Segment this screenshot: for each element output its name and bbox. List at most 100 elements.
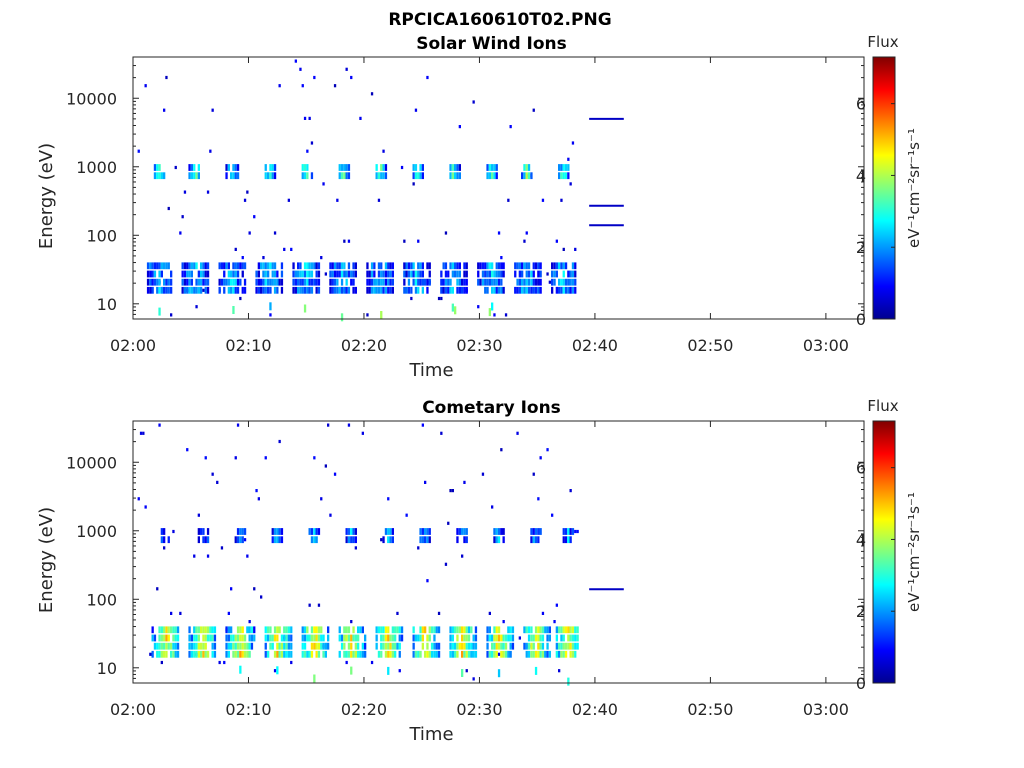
flux-cell bbox=[500, 634, 503, 642]
flux-cell bbox=[163, 172, 166, 180]
flux-cell bbox=[421, 278, 424, 286]
flux-cell bbox=[246, 650, 249, 658]
flux-cell bbox=[451, 634, 454, 642]
colorbar-tick-label: 6 bbox=[856, 95, 866, 114]
flux-cell bbox=[202, 288, 205, 292]
flux-cell bbox=[465, 286, 468, 294]
flux-cell bbox=[486, 278, 489, 286]
flux-cell bbox=[532, 262, 535, 270]
flux-cell bbox=[449, 286, 452, 294]
flux-cell bbox=[488, 650, 491, 658]
flux-cell bbox=[206, 626, 210, 634]
flux-cell bbox=[158, 650, 161, 658]
flux-cell bbox=[384, 270, 388, 278]
flux-cell bbox=[523, 239, 526, 243]
flux-cell bbox=[260, 595, 263, 599]
flux-cell bbox=[564, 650, 568, 658]
flux-cell bbox=[158, 172, 161, 180]
flux-cell bbox=[186, 278, 189, 286]
flux-cell bbox=[167, 626, 170, 634]
panels: Solar Wind Ions 02:00 02:10 02:20 02:30 02:40… bbox=[36, 33, 923, 745]
flux-cell bbox=[170, 270, 173, 278]
flux-cell bbox=[239, 528, 242, 535]
flux-cell bbox=[555, 603, 558, 607]
spectrogram-cells bbox=[137, 59, 624, 322]
flux-cell bbox=[437, 626, 441, 634]
flux-cell bbox=[456, 278, 459, 286]
flux-cell bbox=[500, 278, 503, 286]
flux-cell bbox=[283, 247, 286, 251]
flux-cell bbox=[567, 642, 570, 650]
flux-cell bbox=[239, 665, 242, 674]
flux-cell bbox=[479, 278, 482, 286]
flux-cell bbox=[310, 536, 314, 544]
flux-cell bbox=[534, 536, 538, 544]
flux-cell bbox=[306, 172, 309, 180]
flux-cell bbox=[421, 164, 424, 171]
flux-cell bbox=[382, 286, 385, 294]
flux-cell bbox=[419, 634, 422, 642]
flux-cell bbox=[163, 286, 166, 294]
flux-cell bbox=[257, 270, 260, 278]
flux-cell bbox=[204, 650, 207, 658]
flux-cell bbox=[500, 448, 503, 452]
flux-cell bbox=[206, 270, 210, 278]
flux-cell bbox=[190, 278, 193, 286]
flux-cell bbox=[308, 650, 311, 658]
flux-cell bbox=[474, 634, 478, 642]
flux-cell bbox=[190, 286, 193, 294]
flux-cell bbox=[324, 642, 327, 650]
flux-cell bbox=[313, 536, 316, 544]
flux-cell bbox=[343, 262, 346, 270]
flux-cell bbox=[151, 626, 154, 634]
flux-cell bbox=[495, 286, 498, 294]
flux-cell bbox=[546, 650, 549, 658]
flux-cell bbox=[213, 650, 217, 658]
flux-cell bbox=[333, 286, 337, 294]
flux-cell bbox=[461, 669, 464, 677]
flux-cell bbox=[310, 172, 314, 180]
flux-cell bbox=[507, 198, 510, 202]
flux-cell bbox=[262, 256, 265, 260]
flux-cell bbox=[315, 278, 318, 286]
flux-cell bbox=[225, 278, 228, 286]
flux-cell bbox=[183, 278, 187, 286]
flux-cell bbox=[486, 270, 489, 278]
flux-cell bbox=[163, 546, 166, 550]
flux-cell bbox=[338, 634, 341, 642]
flux-cell bbox=[387, 286, 390, 294]
flux-cell bbox=[465, 536, 468, 544]
flux-cell bbox=[444, 562, 448, 566]
flux-cell bbox=[273, 286, 277, 294]
flux-cell bbox=[239, 634, 242, 642]
flux-cell bbox=[537, 626, 540, 634]
flux-cell bbox=[370, 92, 374, 96]
flux-cell bbox=[144, 505, 147, 509]
flux-cell bbox=[301, 626, 304, 634]
flux-cell bbox=[230, 642, 233, 650]
flux-cell bbox=[472, 100, 475, 104]
flux-cell bbox=[276, 286, 279, 294]
flux-cell bbox=[514, 270, 517, 278]
flux-cell bbox=[484, 286, 487, 294]
flux-cell bbox=[308, 528, 311, 535]
flux-cell bbox=[156, 286, 159, 294]
flux-cell bbox=[465, 270, 468, 278]
flux-cell bbox=[301, 642, 304, 650]
flux-cell bbox=[433, 634, 436, 642]
flux-cell bbox=[384, 278, 388, 286]
flux-cell bbox=[225, 642, 228, 650]
flux-cell bbox=[315, 642, 318, 650]
flux-cell bbox=[204, 456, 207, 460]
flux-cell bbox=[511, 634, 515, 642]
flux-cell bbox=[202, 650, 205, 658]
flux-cell bbox=[294, 270, 297, 278]
flux-cell bbox=[484, 278, 487, 286]
flux-cell bbox=[493, 313, 496, 317]
flux-cell bbox=[195, 286, 198, 294]
colorbar bbox=[872, 420, 896, 684]
flux-cell bbox=[440, 270, 443, 278]
flux-cell bbox=[444, 270, 448, 278]
flux-cell bbox=[306, 286, 309, 294]
panel-title: Solar Wind Ions bbox=[416, 34, 567, 54]
